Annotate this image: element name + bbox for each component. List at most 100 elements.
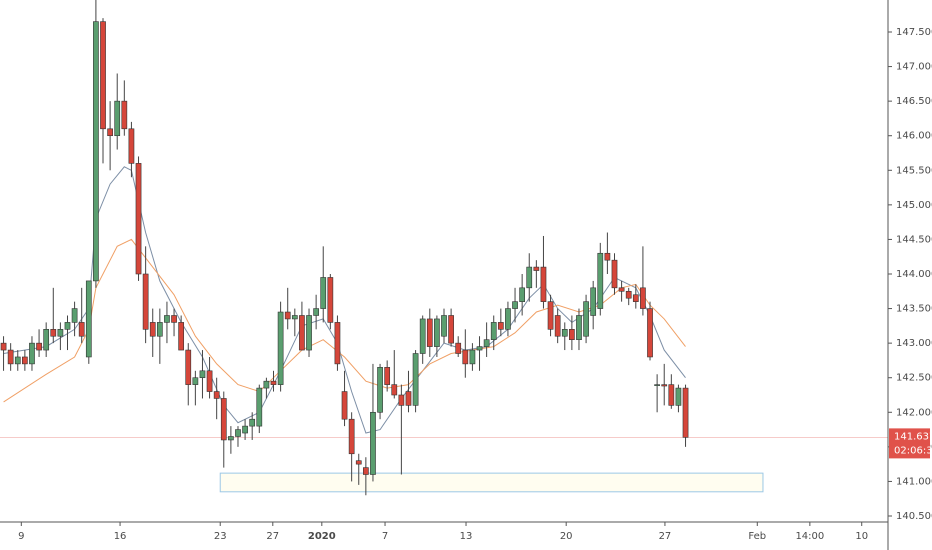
candle-body — [590, 287, 597, 316]
candle-body — [561, 329, 568, 337]
x-tick-label: 23 — [214, 531, 227, 542]
y-tick-label: 145.000 — [896, 200, 932, 211]
candle-body — [306, 315, 312, 351]
candle-body — [220, 398, 227, 441]
candle-body — [249, 418, 256, 427]
candle-body — [299, 315, 305, 351]
candle-body — [36, 342, 42, 351]
x-tick-label: 2020 — [308, 531, 336, 542]
candle-body — [654, 384, 660, 386]
candle-body — [625, 290, 632, 299]
candle-body — [569, 329, 575, 340]
x-tick-label: 9 — [18, 531, 24, 542]
candle-body — [256, 387, 263, 427]
candle-body — [668, 384, 675, 406]
candle-body — [611, 259, 618, 289]
y-tick-label: 147.500 — [896, 27, 932, 38]
x-tick-label: 27 — [659, 531, 672, 542]
candle-body — [199, 370, 206, 379]
candle-body — [228, 436, 234, 441]
y-tick-label: 143.000 — [896, 338, 932, 349]
candle-body — [213, 391, 220, 399]
candle-body — [583, 301, 589, 337]
candle-body — [483, 339, 490, 347]
candle-body — [327, 277, 334, 323]
countdown-label: 02:06:35 — [894, 445, 932, 456]
candle-body — [85, 280, 92, 358]
candle-body — [391, 384, 398, 396]
candle-body — [405, 391, 412, 406]
x-tick-label: 27 — [266, 531, 279, 542]
candle-body — [263, 380, 270, 389]
y-tick-label: 143.500 — [896, 304, 932, 315]
candle-body — [469, 349, 476, 365]
candle-body — [398, 394, 405, 406]
candle-body — [128, 128, 135, 164]
y-tick-label: 142.000 — [896, 407, 932, 418]
candle-body — [171, 315, 177, 323]
candle-body — [235, 429, 241, 437]
candle-body — [43, 329, 50, 351]
candle-body — [505, 308, 511, 330]
candle-body — [206, 370, 213, 392]
candle-body — [284, 311, 291, 320]
y-tick-label: 147.000 — [896, 62, 932, 73]
candle-body — [178, 322, 185, 351]
candle-body — [64, 322, 71, 330]
candle-body — [348, 418, 355, 455]
candle-body — [149, 322, 156, 337]
candle-body — [426, 318, 433, 347]
x-tick-label: 7 — [382, 531, 388, 542]
candle-body — [519, 287, 526, 302]
candle-body — [7, 349, 14, 365]
candle-body — [277, 311, 284, 385]
candle-body — [107, 128, 113, 137]
candle-body — [334, 322, 341, 365]
candle-body — [640, 287, 646, 309]
y-tick-label: 146.500 — [896, 96, 932, 107]
candle-body — [462, 349, 469, 365]
candle-body — [661, 384, 668, 387]
candle-body — [476, 346, 483, 351]
candle-body — [448, 315, 454, 344]
candle-body — [533, 266, 540, 271]
candle-body — [512, 301, 518, 309]
x-tick-label: 14:00 — [795, 531, 824, 542]
candle-body — [50, 329, 57, 337]
candle-body — [185, 349, 192, 385]
y-tick-label: 140.500 — [896, 511, 932, 522]
candle-body — [412, 353, 419, 406]
candle-body — [156, 322, 163, 337]
x-tick-label: 16 — [114, 531, 127, 542]
candle-body — [121, 100, 128, 130]
zone-box — [219, 472, 764, 493]
candle-body — [526, 266, 533, 289]
candle-body — [0, 342, 7, 351]
candle-body — [341, 391, 348, 420]
last-price-badge — [889, 428, 930, 459]
candle-body — [384, 367, 391, 385]
candle-body — [355, 460, 362, 465]
moving-average — [3, 166, 686, 434]
y-tick-label: 141.000 — [896, 476, 932, 487]
last-price-label: 141.637 — [894, 431, 932, 442]
candle-body — [554, 315, 561, 337]
y-tick-label: 144.000 — [896, 269, 932, 280]
candle-body — [313, 308, 319, 316]
candle-body — [441, 315, 447, 337]
candle-body — [434, 318, 440, 347]
candle-body — [114, 100, 121, 137]
candle-body — [547, 301, 554, 330]
x-tick-label: 13 — [460, 531, 473, 542]
candle-body — [270, 380, 277, 385]
candle-body — [135, 163, 142, 275]
candle-body — [100, 21, 106, 130]
candle-body — [22, 356, 28, 365]
x-tick-label: 20 — [560, 531, 573, 542]
candle-body — [164, 315, 170, 323]
candle-body — [192, 377, 199, 385]
candle-body — [604, 252, 611, 261]
candle-body — [57, 329, 64, 337]
